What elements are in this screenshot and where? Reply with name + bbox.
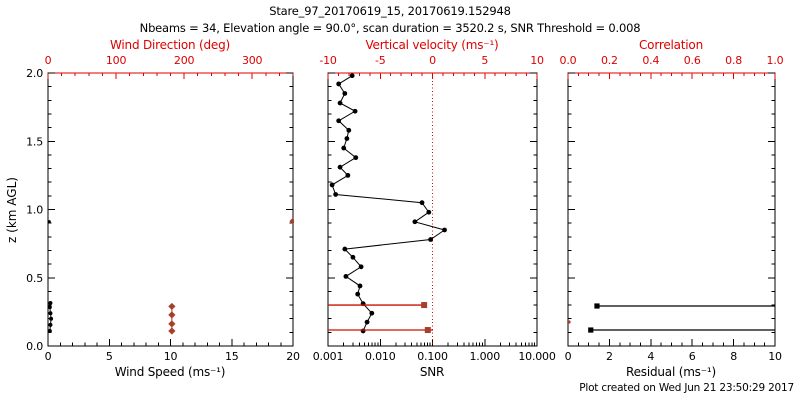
- svg-text:10: 10: [768, 350, 782, 363]
- series-wind-direction-edge: [289, 217, 294, 225]
- svg-text:0.4: 0.4: [642, 54, 659, 67]
- svg-text:300: 300: [242, 54, 263, 67]
- panel-residual: 0 2 4 6 8 10 0.0 0.2 0.4 0.6 0.8 1.0: [560, 54, 784, 363]
- svg-text:8: 8: [730, 350, 737, 363]
- svg-text:10: 10: [164, 350, 178, 363]
- svg-text:100: 100: [106, 54, 127, 67]
- svg-text:0.8: 0.8: [725, 54, 742, 67]
- svg-text:2.0: 2.0: [26, 67, 43, 80]
- svg-text:20: 20: [286, 350, 300, 363]
- svg-text:10.000: 10.000: [518, 350, 555, 363]
- series-residual-errorbars: [588, 303, 775, 333]
- svg-text:4: 4: [647, 350, 654, 363]
- svg-text:0.6: 0.6: [684, 54, 701, 67]
- plot-subtitle: Nbeams = 34, Elevation angle = 90.0°, sc…: [139, 21, 641, 35]
- svg-text:0: 0: [565, 350, 572, 363]
- svg-text:0.2: 0.2: [601, 54, 618, 67]
- svg-text:5: 5: [481, 54, 488, 67]
- svg-text:15: 15: [225, 350, 239, 363]
- series-wind-speed-single: [48, 220, 51, 224]
- svg-text:-10: -10: [319, 54, 337, 67]
- plot-title: Stare_97_20170619_15, 20170619.152948: [269, 4, 511, 18]
- svg-text:0: 0: [45, 350, 52, 363]
- series-wind-direction: [168, 302, 176, 335]
- top-axis-label-correlation: Correlation: [639, 38, 703, 52]
- bottom-axis-label-residual: Residual (ms⁻¹): [626, 365, 716, 379]
- bottom-axis-label-wind-speed: Wind Speed (ms⁻¹): [114, 365, 226, 379]
- svg-text:0.001: 0.001: [313, 350, 344, 363]
- svg-text:2: 2: [606, 350, 613, 363]
- plot-created-timestamp: Plot created on Wed Jun 21 23:50:29 2017: [579, 382, 794, 394]
- series-vertical-velocity-errorbars: [328, 302, 434, 334]
- svg-text:200: 200: [174, 54, 195, 67]
- svg-text:1.5: 1.5: [26, 135, 43, 148]
- svg-text:0.5: 0.5: [26, 272, 43, 285]
- panel-snr: 0.001 0.010 0.100 1.000 10.000 -10 -5 0 5 10: [313, 54, 556, 363]
- series-wind-speed-profile: [48, 301, 54, 333]
- svg-text:0.0: 0.0: [560, 54, 577, 67]
- series-correlation-point: [568, 320, 571, 324]
- svg-text:0: 0: [429, 54, 436, 67]
- svg-text:6: 6: [689, 350, 696, 363]
- svg-text:5: 5: [106, 350, 113, 363]
- svg-text:-5: -5: [375, 54, 386, 67]
- svg-text:1.0: 1.0: [767, 54, 784, 67]
- svg-text:0.100: 0.100: [417, 350, 448, 363]
- bottom-axis-label-snr: SNR: [419, 365, 445, 379]
- top-axis-label-vertical-velocity: Vertical velocity (ms⁻¹): [365, 38, 499, 52]
- series-snr-profile: [329, 73, 447, 334]
- svg-text:0.0: 0.0: [26, 340, 43, 353]
- svg-text:0: 0: [45, 54, 52, 67]
- svg-text:1.0: 1.0: [26, 204, 43, 217]
- svg-text:0.010: 0.010: [365, 350, 396, 363]
- svg-text:1.000: 1.000: [470, 350, 501, 363]
- svg-text:10: 10: [530, 54, 544, 67]
- top-axis-label-wind-direction: Wind Direction (deg): [110, 38, 230, 52]
